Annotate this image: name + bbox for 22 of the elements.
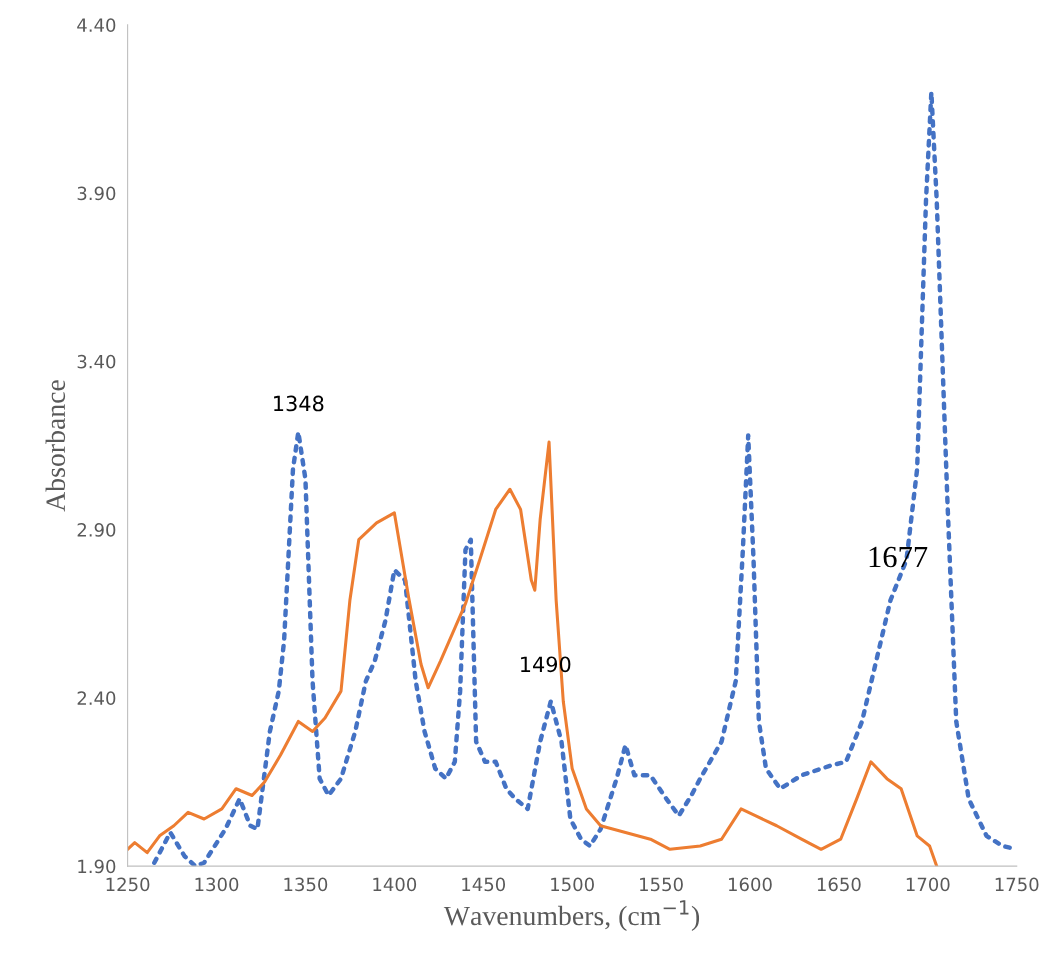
y-tick-label: 1.90: [78, 859, 116, 874]
x-tick-label: 1350: [284, 877, 328, 892]
x-tick-label: 1700: [906, 877, 950, 892]
x-tick-label: 1500: [551, 877, 594, 892]
line-series: [127, 440, 939, 867]
y-axis-title: Absorbance: [45, 380, 66, 512]
annotation: 1677: [869, 546, 928, 568]
x-tick-label: 1250: [106, 877, 150, 892]
x-tick-label: 1550: [640, 877, 683, 892]
x-tick-label: 1450: [462, 877, 506, 892]
x-tick-label: 1400: [373, 877, 417, 892]
annotation: 1348: [274, 395, 324, 412]
y-tick-label: 3.40: [77, 354, 116, 369]
y-tick-label: 3.90: [77, 186, 116, 201]
x-tick-label: 1650: [817, 877, 861, 892]
x-tick-label: 1600: [728, 877, 772, 892]
x-tick-label: 1300: [195, 877, 239, 892]
x-tick-label: 1750: [995, 877, 1039, 892]
y-tick-label: 2.40: [77, 691, 116, 705]
y-tick-label: 2.90: [77, 523, 116, 537]
y-tick-label: 4.40: [77, 18, 116, 32]
x-axis-title: Wavenumbers, (cm$^{−1}$): [443, 900, 700, 931]
